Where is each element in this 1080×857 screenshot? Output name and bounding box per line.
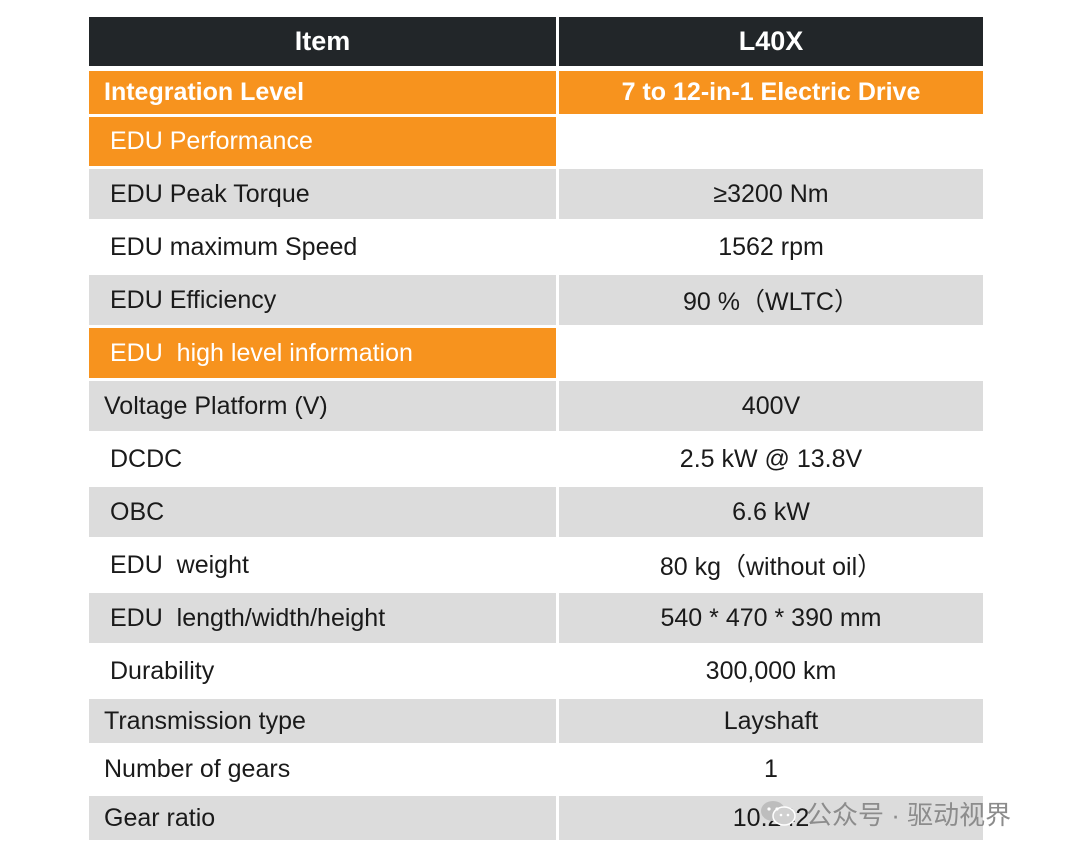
row-value: 90 %（WLTC） (559, 275, 983, 325)
row-label: Number of gears (89, 746, 559, 793)
row-label: Voltage Platform (V) (89, 381, 559, 431)
table-row: Voltage Platform (V) 400V (89, 381, 983, 434)
integration-row: Integration Level 7 to 12-in-1 Electric … (89, 69, 983, 117)
integration-value: 7 to 12-in-1 Electric Drive (559, 71, 983, 114)
table-row: EDU length/width/height 540 * 470 * 390 … (89, 593, 983, 646)
table-row: DCDC 2.5 kW @ 13.8V (89, 434, 983, 487)
row-value: 400V (559, 381, 983, 431)
row-value: ≥3200 Nm (559, 169, 983, 219)
section-performance-title: EDU Performance (89, 117, 559, 166)
table-row: Transmission type Layshaft (89, 699, 983, 746)
row-label: EDU Efficiency (89, 275, 559, 325)
row-value: 2.5 kW @ 13.8V (559, 434, 983, 484)
header-model: L40X (559, 17, 983, 66)
table-row: Durability 300,000 km (89, 646, 983, 699)
spec-table: Item L40X Integration Level 7 to 12-in-1… (89, 17, 983, 843)
wechat-icon (761, 801, 796, 826)
row-value: 540 * 470 * 390 mm (559, 593, 983, 643)
table-row: EDU weight 80 kg（without oil） (89, 540, 983, 593)
table-row: Number of gears 1 (89, 746, 983, 796)
table-header-row: Item L40X (89, 17, 983, 69)
table-row: EDU Efficiency 90 %（WLTC） (89, 275, 983, 328)
watermark-text: 公众号 · 驱动视界 (806, 799, 1012, 830)
row-label: DCDC (89, 434, 559, 484)
row-value: Layshaft (559, 699, 983, 743)
table-row: EDU maximum Speed 1562 rpm (89, 222, 983, 275)
row-label: OBC (89, 487, 559, 537)
table-row: OBC 6.6 kW (89, 487, 983, 540)
row-value: 300,000 km (559, 646, 983, 696)
row-label: EDU length/width/height (89, 593, 559, 643)
row-label: EDU weight (89, 540, 559, 590)
row-value: 80 kg（without oil） (559, 540, 983, 590)
watermark: 公众号 · 驱动视界 (758, 796, 1011, 830)
row-label: EDU Peak Torque (89, 169, 559, 219)
section-info-row: EDU high level information (89, 328, 983, 381)
section-performance-row: EDU Performance (89, 117, 983, 169)
integration-label: Integration Level (89, 71, 559, 114)
row-value: 1562 rpm (559, 222, 983, 272)
section-info-title: EDU high level information (89, 328, 559, 378)
section-info-empty (559, 328, 983, 378)
row-label: Transmission type (89, 699, 559, 743)
header-item: Item (89, 17, 559, 66)
section-performance-empty (559, 117, 983, 166)
row-label: Durability (89, 646, 559, 696)
row-label: EDU maximum Speed (89, 222, 559, 272)
row-value: 1 (559, 746, 983, 793)
table-row: EDU Peak Torque ≥3200 Nm (89, 169, 983, 222)
row-value: 6.6 kW (559, 487, 983, 537)
row-label: Gear ratio (89, 796, 559, 840)
